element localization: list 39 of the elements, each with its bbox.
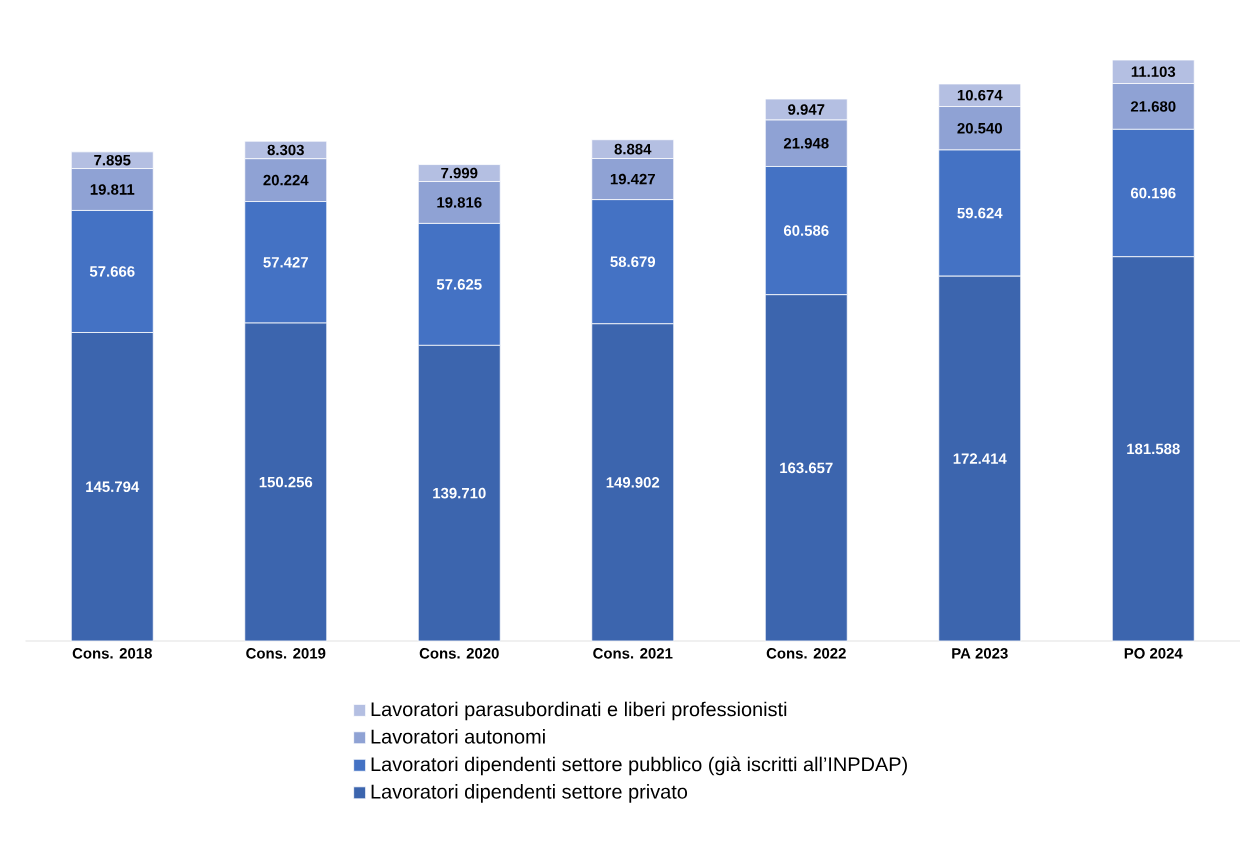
data-label: 59.624 (957, 207, 1003, 219)
data-label: 181.588 (1127, 443, 1180, 455)
data-label: 19.811 (90, 184, 135, 195)
data-label: 21.680 (1130, 101, 1176, 112)
data-label: 149.902 (606, 477, 660, 488)
data-label: 150.256 (259, 476, 313, 488)
data-label: 8.303 (267, 144, 304, 156)
x-tick-label: Cons. 2022 (766, 648, 846, 659)
data-label: 58.679 (610, 256, 656, 268)
x-tick-label: Cons. 2019 (246, 648, 326, 659)
data-label: 21.948 (783, 137, 829, 149)
x-tick-label: Cons. 2021 (593, 648, 673, 659)
data-label: 57.427 (263, 256, 308, 268)
data-label: 60.586 (783, 225, 829, 236)
data-label: 172.414 (953, 453, 1007, 464)
x-tick-label: Cons. 2020 (419, 648, 499, 659)
data-label: 10.674 (957, 89, 1003, 101)
x-tick-label: PA 2023 (952, 648, 1008, 659)
x-tick-label: Cons. 2018 (72, 648, 152, 659)
legend-label: Lavoratori parasubordinati e liberi professionisti (371, 701, 787, 721)
legend-label: Lavoratori dipendenti settore pubblico (già iscritti all’INPDAP) (371, 756, 907, 776)
data-label: 20.540 (957, 122, 1002, 134)
x-tick-label: PO 2024 (1124, 648, 1183, 659)
data-label: 11.103 (1131, 66, 1176, 78)
data-label: 57.625 (436, 279, 482, 290)
data-label: 19.816 (437, 197, 482, 208)
data-label: 7.999 (441, 167, 478, 179)
data-label: 139.710 (433, 487, 486, 499)
data-label: 8.884 (614, 143, 652, 155)
data-label: 163.657 (780, 462, 833, 474)
data-label: 60.196 (1130, 187, 1176, 199)
data-label: 9.947 (788, 104, 825, 115)
data-label: 57.666 (89, 266, 135, 277)
data-label: 145.794 (86, 481, 140, 493)
data-label: 20.224 (263, 174, 309, 186)
legend-label: Lavoratori dipendenti settore privato (371, 784, 688, 803)
data-label: 19.427 (610, 173, 655, 185)
data-label: 7.895 (94, 154, 131, 166)
legend-label: Lavoratori autonomi (371, 729, 545, 744)
